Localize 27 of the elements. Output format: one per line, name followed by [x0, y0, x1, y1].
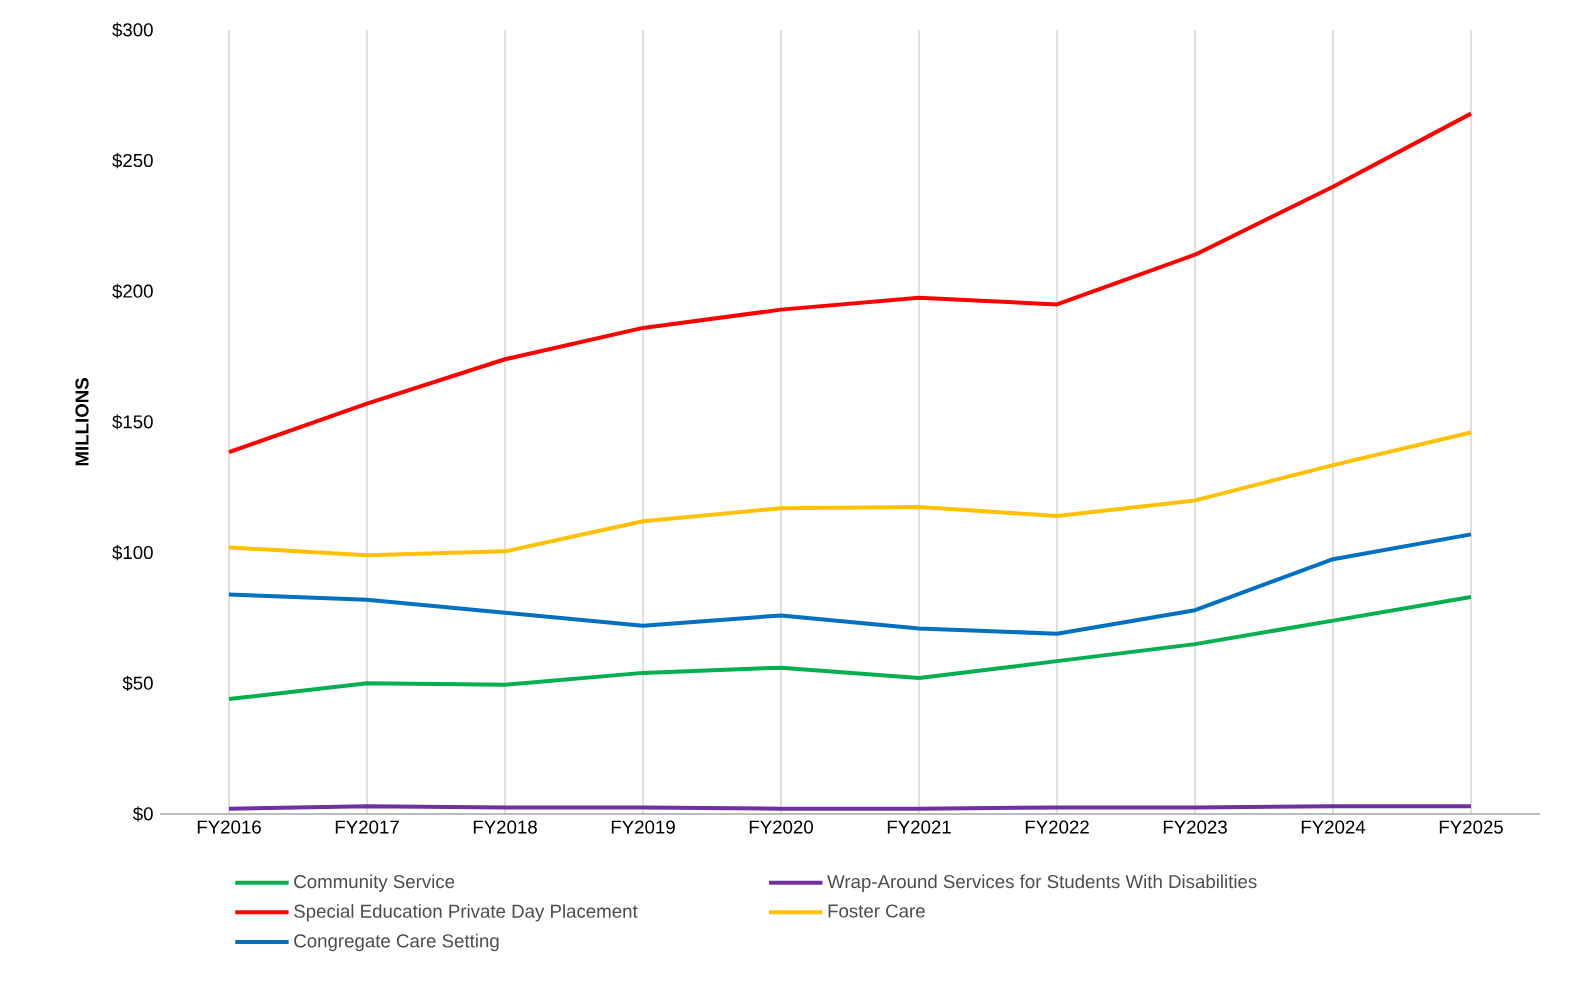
line-series: [227, 430, 1474, 558]
y-tick-label: $250: [112, 153, 153, 169]
x-tick-label: FY2023: [1163, 820, 1227, 834]
x-tick-label: FY2020: [749, 820, 813, 834]
x-tick-label: FY2025: [1439, 820, 1503, 834]
y-tick-label: $150: [112, 414, 153, 430]
line-series: [227, 595, 1474, 702]
line-series: [227, 532, 1474, 636]
y-axis-title: MILLIONS: [75, 378, 89, 466]
legend-label: Special Education Private Day Placement: [294, 904, 638, 922]
line-series: [227, 111, 1474, 455]
x-tick-label: FY2016: [197, 820, 261, 834]
x-tick-label: FY2022: [1025, 820, 1089, 834]
x-tick-label: FY2018: [473, 820, 537, 834]
x-tick-label: FY2021: [887, 820, 951, 834]
x-tick-label: FY2019: [611, 820, 675, 834]
y-tick-label: $0: [132, 806, 153, 822]
y-tick-label: $300: [112, 22, 153, 38]
legend-label: Wrap-Around Services for Students With Disabilities: [827, 874, 1257, 892]
legend-label: Community Service: [294, 874, 455, 892]
x-tick-label: FY2017: [335, 820, 399, 834]
x-tick-label: FY2024: [1301, 820, 1366, 834]
y-tick-label: $100: [112, 545, 153, 561]
y-tick-label: $200: [112, 283, 153, 299]
y-tick-label: $50: [122, 675, 153, 691]
legend-label: Congregate Care Setting: [294, 933, 499, 952]
legend-label: Foster Care: [828, 904, 925, 918]
